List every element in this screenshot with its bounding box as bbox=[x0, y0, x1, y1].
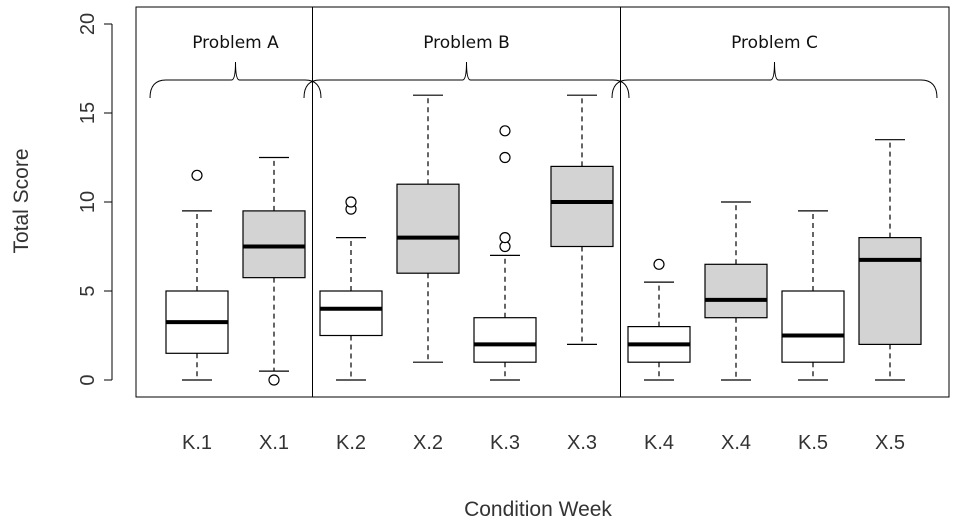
x-tick-label: X.4 bbox=[721, 432, 751, 454]
box-x-3: X.3 bbox=[550, 94, 614, 454]
y-tick-label: 20 bbox=[77, 13, 99, 35]
outlier-point bbox=[191, 169, 203, 181]
outlier-point bbox=[268, 374, 280, 386]
box-k-4: K.4 bbox=[627, 258, 691, 454]
group-brace bbox=[303, 61, 630, 99]
y-tick-label: 0 bbox=[77, 374, 99, 385]
box-x-5: X.5 bbox=[858, 139, 922, 454]
group-brace bbox=[149, 61, 322, 99]
group-brace bbox=[611, 61, 938, 99]
outlier-point bbox=[345, 196, 357, 208]
iqr-box bbox=[550, 165, 614, 248]
x-tick-label: X.5 bbox=[875, 432, 905, 454]
y-tick-label: 5 bbox=[77, 285, 99, 296]
x-tick-label: X.2 bbox=[413, 432, 443, 454]
x-tick-label: K.4 bbox=[644, 432, 674, 454]
box-k-2: K.2 bbox=[319, 196, 383, 454]
group-label: Problem B bbox=[423, 33, 510, 53]
x-tick-label: K.2 bbox=[336, 432, 366, 454]
iqr-box bbox=[781, 290, 845, 363]
box-x-2: X.2 bbox=[396, 94, 460, 454]
iqr-box bbox=[242, 210, 306, 279]
box-k-5: K.5 bbox=[781, 210, 845, 454]
box-x-1: X.1 bbox=[242, 156, 306, 454]
y-tick-label: 15 bbox=[77, 102, 99, 124]
plot-layer: 0 5 10 15 20 Problem A Problem B Problem C K.1 X.… bbox=[77, 6, 950, 454]
x-tick-label: X.3 bbox=[567, 432, 597, 454]
outlier-point bbox=[653, 258, 665, 270]
x-tick-label: K.1 bbox=[182, 432, 212, 454]
plot-frame bbox=[135, 6, 950, 398]
iqr-box bbox=[858, 237, 922, 346]
iqr-box bbox=[704, 263, 768, 319]
box-k-3: K.3 bbox=[473, 125, 537, 454]
x-tick-label: K.5 bbox=[798, 432, 828, 454]
box-x-4: X.4 bbox=[704, 201, 768, 454]
box-k-1: K.1 bbox=[165, 169, 229, 454]
y-axis-title: Total Score bbox=[10, 148, 33, 253]
y-tick-label: 10 bbox=[77, 191, 99, 213]
iqr-box bbox=[319, 290, 383, 337]
x-tick-label: X.1 bbox=[259, 432, 289, 454]
group-label: Problem A bbox=[192, 33, 279, 53]
x-tick-label: K.3 bbox=[490, 432, 520, 454]
outlier-point bbox=[499, 125, 511, 137]
iqr-box bbox=[473, 317, 537, 363]
group-label: Problem C bbox=[731, 33, 818, 53]
iqr-box bbox=[396, 183, 460, 274]
outlier-point bbox=[499, 232, 511, 244]
outlier-point bbox=[499, 151, 511, 164]
x-axis-title: Condition Week bbox=[464, 498, 612, 521]
